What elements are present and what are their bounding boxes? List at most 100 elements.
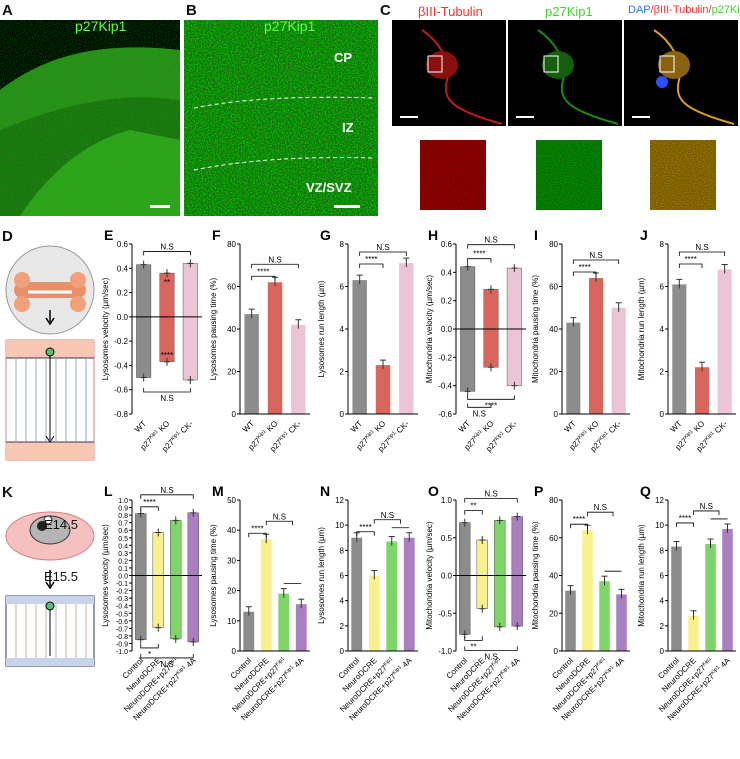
y-tick-label: 0.8 — [118, 513, 128, 520]
y-tick-label: 10 — [335, 521, 344, 530]
bar — [386, 541, 398, 651]
y-tick-label: 0.6 — [441, 240, 453, 249]
y-tick-label: -0.8 — [116, 634, 128, 641]
y-axis-label: Lysosomes run length (µm) — [317, 527, 326, 624]
merge-label-p27: p27Kip1 — [711, 4, 740, 16]
bar — [705, 544, 716, 651]
significance-bracket — [467, 395, 515, 400]
y-tick-label: 6 — [660, 283, 665, 292]
panel-label-c: C — [380, 2, 391, 19]
bar — [243, 611, 255, 651]
significance-label: **** — [684, 255, 696, 264]
y-tick-label: 0.0 — [117, 313, 129, 322]
panel-label-q: Q — [640, 483, 651, 499]
significance-bracket — [678, 263, 703, 268]
bar — [260, 539, 272, 651]
bar — [187, 575, 199, 643]
significance-label: N.S — [160, 394, 173, 403]
bar — [136, 264, 152, 318]
bar — [295, 604, 307, 651]
y-tick-label: -0.6 — [438, 410, 452, 419]
bar — [588, 278, 604, 414]
cell-green-image — [516, 29, 619, 125]
significance-label: **** — [143, 498, 155, 507]
tick-label: WT — [563, 419, 578, 434]
bar — [717, 269, 732, 414]
y-tick-label: 80 — [549, 496, 558, 505]
y-tick-label: 2 — [340, 368, 345, 377]
zone-vz-svz: VZ/SVZ — [306, 180, 352, 195]
bar — [494, 520, 506, 576]
y-tick-label: -0.3 — [116, 596, 128, 603]
significance-label: N.S — [268, 255, 281, 264]
significance-label: N.S — [700, 502, 713, 511]
bar — [671, 546, 682, 651]
y-tick-label: 0 — [340, 410, 345, 419]
stage-e14: E14.5 — [44, 517, 78, 532]
y-tick-label: 12 — [655, 496, 664, 505]
panel-label-e: E — [104, 227, 113, 243]
y-tick-label: -0.6 — [116, 619, 128, 626]
significance-bracket — [265, 520, 293, 526]
zoom-red-image — [420, 140, 486, 210]
bar — [582, 530, 593, 651]
y-axis-label: Lysosomes velocity (µm/sec) — [101, 277, 110, 380]
y-tick-label: 0 — [660, 410, 665, 419]
y-tick-label: -1.0 — [116, 649, 128, 656]
significance-label: ** — [470, 502, 476, 511]
significance-label: **** — [161, 351, 173, 360]
bar — [182, 316, 198, 381]
significance-label: N.S — [473, 409, 486, 418]
significance-label: **** — [573, 515, 585, 524]
bar — [460, 328, 476, 392]
y-axis-label: Mitochondria pausing time (%) — [531, 521, 540, 629]
y-tick-label: 0.1 — [118, 566, 128, 573]
y-tick-label: 0.0 — [441, 572, 453, 581]
y-tick-label: 6 — [340, 572, 345, 581]
micrograph-b-image — [184, 20, 378, 216]
schematic-k — [5, 511, 95, 667]
y-tick-label: 1.0 — [118, 498, 128, 505]
panel-label-i: I — [534, 227, 538, 243]
y-tick-label: 4 — [660, 597, 665, 606]
significance-bracket — [143, 251, 191, 256]
panel-label-f: F — [212, 227, 221, 243]
y-tick-label: -0.7 — [116, 626, 128, 633]
y-tick-label: 4 — [340, 597, 345, 606]
micrograph-c-title-merge: DAP/βIII-Tubulin/p27Kip1 — [628, 4, 740, 16]
chart-e: E -0.8 -0.6 -0.4 -0.2 0.0 0.2 0.4 0.6 Lysosomes v… — [101, 227, 202, 454]
significance-bracket — [140, 643, 159, 649]
bar — [170, 520, 182, 576]
chart-h: H -0.6 -0.4 -0.2 0.0 0.2 0.4 0.6 Mitochondria ve… — [425, 227, 526, 454]
bar — [267, 282, 283, 414]
y-tick-label: 0.5 — [118, 536, 128, 543]
panel-label-n: N — [320, 483, 330, 499]
cell-red-image — [400, 29, 503, 125]
micrograph-a: p27Kip1 — [0, 20, 180, 216]
significance-bracket — [140, 494, 194, 499]
bar — [672, 284, 687, 414]
bar — [187, 512, 199, 576]
significance-bracket — [251, 263, 299, 269]
significance-bracket — [356, 531, 375, 536]
tick-label: WT — [457, 419, 472, 434]
y-tick-label: 40 — [549, 572, 558, 581]
bar — [459, 522, 471, 576]
significance-label: **** — [578, 263, 590, 272]
panel-label-h: H — [428, 227, 438, 243]
bar — [135, 513, 147, 576]
significance-label: N.S — [484, 652, 497, 661]
micrograph-c-title-green: p27Kip1 — [545, 4, 593, 19]
significance-label: N.S — [695, 243, 708, 252]
y-tick-label: 40 — [549, 325, 558, 334]
panel-label-p: P — [534, 483, 543, 499]
bar — [352, 280, 367, 414]
y-tick-label: 0 — [554, 410, 559, 419]
significance-label: N.S — [160, 660, 173, 669]
bar — [375, 365, 391, 414]
y-tick-label: -0.2 — [438, 353, 452, 362]
y-tick-label: 20 — [549, 609, 558, 618]
